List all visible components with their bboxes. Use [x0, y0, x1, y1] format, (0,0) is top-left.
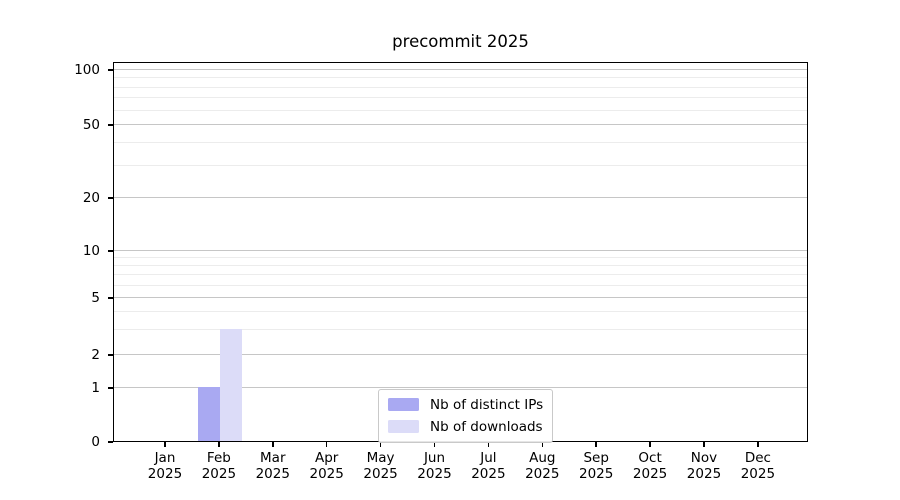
y-tick-label: 1	[91, 380, 100, 396]
x-tick-mark	[433, 442, 436, 447]
legend-item-distinct-ips: Nb of distinct IPs	[388, 395, 543, 414]
gridline-major	[114, 354, 807, 356]
bar-nb-of-distinct-ips	[197, 387, 220, 441]
x-tick-label: Jun 2025	[417, 450, 452, 482]
x-tick-label: Oct 2025	[632, 450, 668, 482]
y-tick-label: 0	[91, 434, 100, 450]
gridline-minor	[114, 86, 807, 88]
gridline-minor	[114, 310, 807, 312]
y-tick-label: 5	[91, 290, 100, 307]
x-tick-label: Jul 2025	[471, 450, 506, 482]
legend-label-distinct-ips: Nb of distinct IPs	[430, 396, 544, 413]
x-tick-mark	[649, 442, 651, 447]
x-tick-mark	[541, 442, 544, 447]
x-tick-label: Jan 2025	[147, 450, 183, 482]
gridline-major	[114, 69, 807, 71]
gridline-minor	[114, 274, 807, 276]
plot-area	[113, 62, 808, 442]
gridline-minor	[114, 328, 807, 330]
x-tick-mark	[379, 442, 382, 447]
y-tick-label: 2	[91, 347, 100, 364]
y-tick-label: 10	[82, 243, 100, 259]
y-tick-mark	[108, 441, 113, 443]
gridline-major	[114, 297, 807, 299]
y-tick-mark	[108, 297, 113, 299]
legend-swatch-distinct-ips	[388, 398, 419, 411]
chart-title: precommit 2025	[392, 32, 529, 51]
legend-swatch-downloads	[388, 420, 419, 433]
x-tick-mark	[164, 442, 166, 447]
gridline-minor	[114, 141, 807, 143]
x-tick-label: Nov 2025	[686, 450, 722, 482]
y-tick-mark	[108, 354, 113, 356]
y-tick-label: 20	[82, 190, 100, 206]
gridline-minor	[114, 77, 807, 79]
x-tick-mark	[487, 442, 490, 447]
x-tick-mark	[703, 442, 705, 447]
legend: Nb of distinct IPs Nb of downloads	[378, 389, 554, 443]
y-tick-mark	[108, 124, 113, 126]
bar-nb-of-downloads	[219, 328, 242, 441]
gridline-major	[114, 124, 807, 126]
gridline-major	[114, 387, 807, 389]
x-tick-label: Dec 2025	[740, 450, 776, 482]
gridline-minor	[114, 284, 807, 286]
x-tick-label: Sep 2025	[578, 450, 614, 482]
legend-label-downloads: Nb of downloads	[430, 418, 543, 435]
y-tick-mark	[108, 197, 113, 199]
gridline-major	[114, 250, 807, 252]
gridline-minor	[114, 164, 807, 166]
x-tick-label: Mar 2025	[255, 450, 290, 482]
legend-item-downloads: Nb of downloads	[388, 417, 543, 436]
x-tick-label: Aug 2025	[525, 450, 560, 482]
gridline-minor	[114, 97, 807, 99]
gridline-minor	[114, 257, 807, 259]
y-tick-mark	[108, 387, 113, 389]
x-tick-label: Feb 2025	[201, 450, 237, 482]
y-tick-mark	[108, 69, 113, 71]
y-tick-mark	[108, 250, 113, 252]
x-tick-label: Apr 2025	[309, 450, 344, 482]
y-tick-label: 100	[74, 62, 100, 79]
x-tick-mark	[325, 442, 328, 447]
x-tick-mark	[218, 442, 220, 447]
gridline-major	[114, 197, 807, 199]
gridline-minor	[114, 109, 807, 111]
x-tick-label: May 2025	[363, 450, 398, 482]
y-tick-label: 50	[82, 117, 100, 133]
x-tick-mark	[757, 442, 759, 447]
x-tick-mark	[272, 442, 274, 447]
x-tick-mark	[595, 442, 597, 447]
gridline-minor	[114, 265, 807, 267]
